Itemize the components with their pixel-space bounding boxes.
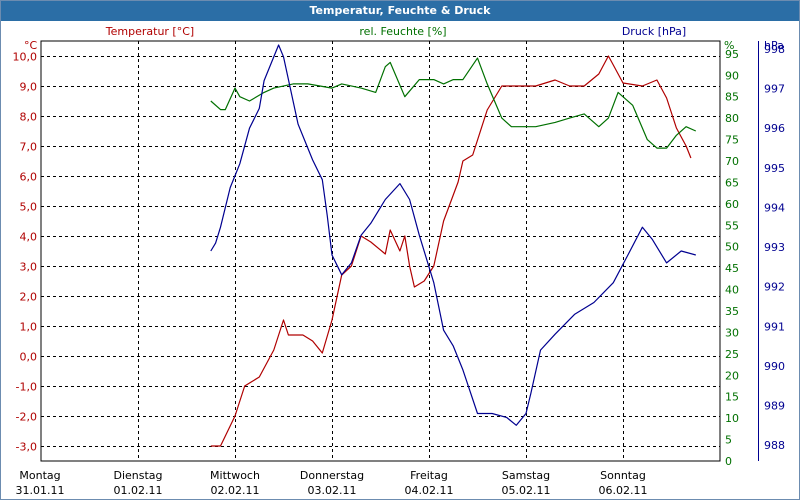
- pressure-tick-label: 993: [764, 241, 785, 254]
- humidity-tick-label: 80: [725, 112, 739, 125]
- pressure-tick-label: 994: [764, 201, 785, 214]
- temperature-tick-label: 10,0: [13, 51, 38, 64]
- temperature-tick-label: 7,0: [20, 141, 38, 154]
- humidity-tick-label: 20: [725, 369, 739, 382]
- x-day-label: Mittwoch: [210, 469, 260, 482]
- humidity-tick-label: 45: [725, 262, 739, 275]
- x-date-label: 05.02.11: [502, 484, 551, 497]
- humidity-tick-label: 65: [725, 176, 739, 189]
- pressure-tick-label: 998: [764, 43, 785, 56]
- humidity-series-line: [210, 57, 697, 149]
- temperature-tick-label: 5,0: [20, 201, 38, 214]
- pressure-tick-label: 988: [764, 439, 785, 452]
- humidity-tick-label: 15: [725, 391, 739, 404]
- temperature-tick-label: 8,0: [20, 111, 38, 124]
- temperature-unit: °C: [24, 39, 38, 52]
- x-day-label: Montag: [19, 469, 60, 482]
- pressure-series-line: [210, 44, 696, 426]
- humidity-tick-label: 10: [725, 412, 739, 425]
- x-day-label: Sonntag: [600, 469, 646, 482]
- humidity-tick-label: 35: [725, 305, 739, 318]
- x-date-label: 01.02.11: [114, 484, 163, 497]
- humidity-tick-label: 50: [725, 241, 739, 254]
- temperature-tick-label: -3,0: [16, 441, 37, 454]
- humidity-tick-label: 30: [725, 326, 739, 339]
- pressure-unit: hPa: [764, 39, 784, 52]
- pressure-tick-label: 992: [764, 281, 785, 294]
- humidity-tick-label: 60: [725, 198, 739, 211]
- x-date-label: 06.02.11: [599, 484, 648, 497]
- humidity-tick-label: 55: [725, 219, 739, 232]
- x-day-label: Freitag: [410, 469, 448, 482]
- x-date-label: 31.01.11: [16, 484, 65, 497]
- temperature-tick-label: 0,0: [20, 351, 38, 364]
- pressure-axis-label: Druck [hPa]: [622, 25, 686, 38]
- temperature-tick-label: 3,0: [20, 261, 38, 274]
- humidity-unit: %: [724, 39, 734, 52]
- temperature-tick-label: 9,0: [20, 81, 38, 94]
- temperature-tick-label: 1,0: [20, 321, 38, 334]
- temperature-series-line: [210, 55, 692, 447]
- pressure-tick-label: 997: [764, 83, 785, 96]
- humidity-tick-label: 90: [725, 69, 739, 82]
- pressure-tick-label: 996: [764, 122, 785, 135]
- x-day-label: Donnerstag: [300, 469, 364, 482]
- window-title: Temperatur, Feuchte & Druck: [1, 1, 799, 21]
- humidity-tick-label: 5: [725, 434, 732, 447]
- humidity-tick-label: 75: [725, 134, 739, 147]
- humidity-tick-label: 0: [725, 455, 732, 468]
- temperature-axis-label: Temperatur [°C]: [105, 25, 194, 38]
- pressure-tick-label: 990: [764, 360, 785, 373]
- humidity-tick-label: 40: [725, 284, 739, 297]
- humidity-axis-label: rel. Feuchte [%]: [359, 25, 446, 38]
- temperature-tick-label: 6,0: [20, 171, 38, 184]
- x-date-label: 02.02.11: [211, 484, 260, 497]
- temperature-tick-label: -1,0: [16, 381, 37, 394]
- plot-frame: [40, 40, 721, 462]
- x-date-label: 04.02.11: [405, 484, 454, 497]
- x-day-label: Samstag: [502, 469, 550, 482]
- x-date-label: 03.02.11: [308, 484, 357, 497]
- humidity-tick-label: 70: [725, 155, 739, 168]
- pressure-tick-label: 995: [764, 162, 785, 175]
- temperature-tick-label: -2,0: [16, 411, 37, 424]
- x-day-label: Dienstag: [113, 469, 162, 482]
- pressure-tick-label: 989: [764, 400, 785, 413]
- humidity-tick-label: 85: [725, 91, 739, 104]
- temperature-tick-label: 2,0: [20, 291, 38, 304]
- temperature-tick-label: 4,0: [20, 231, 38, 244]
- humidity-tick-label: 95: [725, 48, 739, 61]
- pressure-tick-label: 991: [764, 320, 785, 333]
- humidity-tick-label: 25: [725, 348, 739, 361]
